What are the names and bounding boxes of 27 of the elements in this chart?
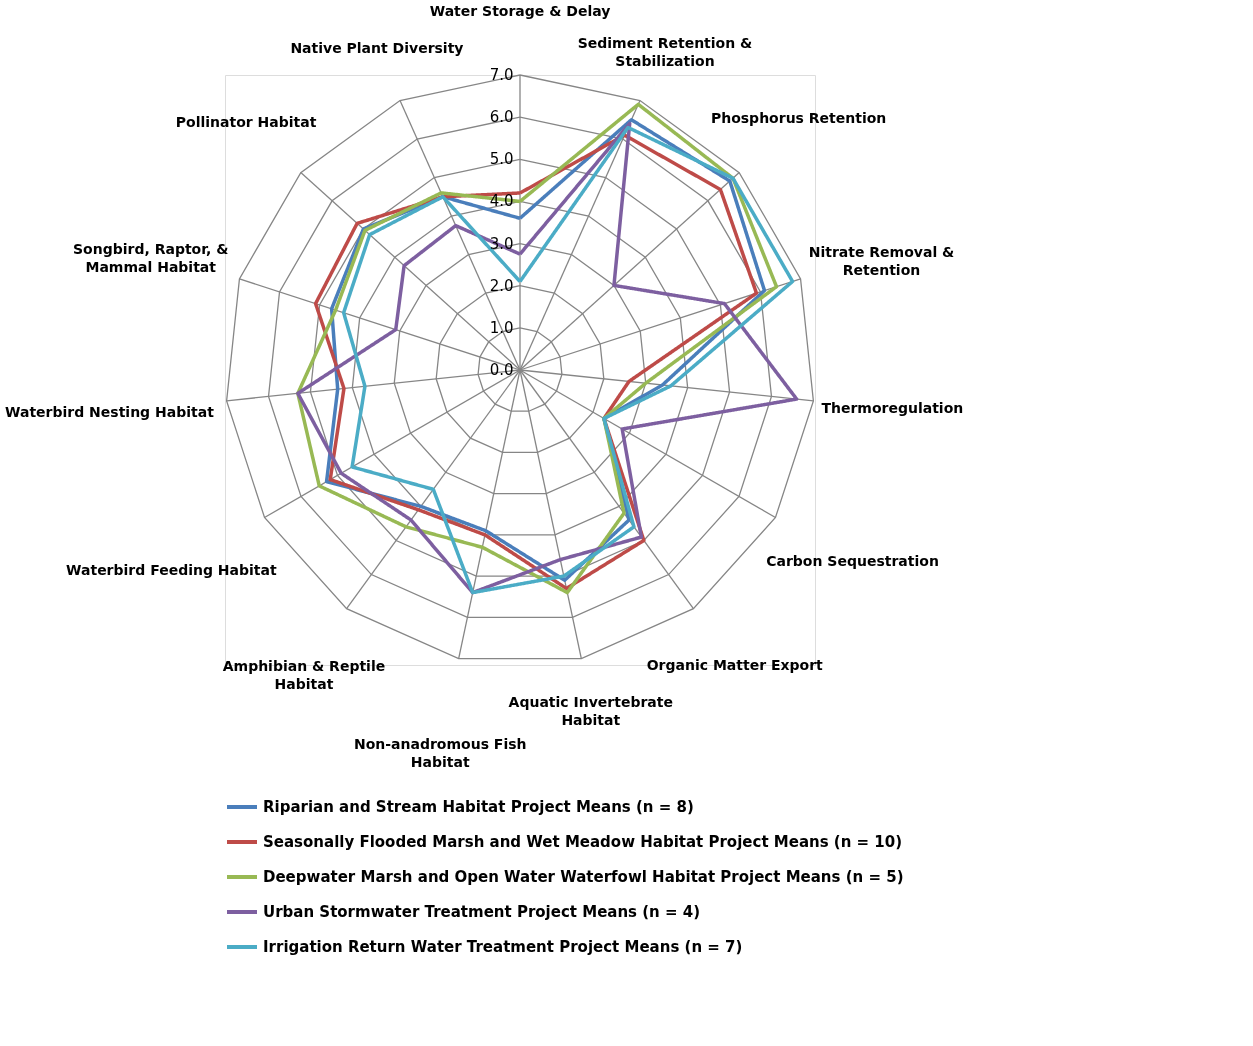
y-tick-label: 7.0 bbox=[489, 66, 514, 84]
spoke-label: Sediment Retention & Stabilization bbox=[577, 35, 753, 70]
spoke-label: Water Storage & Delay bbox=[429, 3, 611, 19]
y-tick-label: 5.0 bbox=[489, 150, 514, 169]
spoke-label: Waterbird Nesting Habitat bbox=[5, 404, 215, 421]
y-tick-label: 1.0 bbox=[489, 318, 514, 337]
legend-label: Seasonally Flooded Marsh and Wet Meadow Habitat Project Means (n = 10) bbox=[263, 833, 903, 851]
legend-label: Deepwater Marsh and Open Water Waterfowl Habitat Project Means (n = 5) bbox=[263, 868, 904, 886]
spoke-label: Nitrate Removal & Retention bbox=[808, 243, 955, 278]
spoke-label: Native Plant Diversity bbox=[290, 39, 464, 56]
y-tick-label: 2.0 bbox=[489, 276, 514, 295]
y-tick-label: 6.0 bbox=[489, 108, 514, 127]
legend-label: Irrigation Return Water Treatment Project Means (n = 7) bbox=[263, 938, 743, 956]
y-tick-label: 0.0 bbox=[489, 361, 514, 379]
spoke-label: Aquatic Invertebrate Habitat bbox=[508, 694, 673, 729]
spoke-label: Non-anadromous Fish Habitat bbox=[353, 736, 527, 771]
spoke-label: Songbird, Raptor, & Mammal Habitat bbox=[73, 241, 229, 276]
spoke-label: Pollinator Habitat bbox=[175, 114, 317, 131]
spoke-label: Organic Matter Export bbox=[646, 656, 824, 673]
spoke-label: Waterbird Feeding Habitat bbox=[66, 562, 277, 579]
spoke-label: Carbon Sequestration bbox=[766, 552, 939, 569]
spoke-label: Amphibian & Reptile Habitat bbox=[222, 658, 386, 693]
legend-label: Riparian and Stream Habitat Project Means (n = 8) bbox=[263, 798, 694, 816]
spoke-label: Thermoregulation bbox=[821, 400, 964, 417]
spoke-label: Phosphorus Retention bbox=[710, 110, 887, 127]
y-tick-label: 4.0 bbox=[489, 192, 514, 211]
legend-label: Urban Stormwater Treatment Project Means (n = 4) bbox=[263, 903, 701, 921]
